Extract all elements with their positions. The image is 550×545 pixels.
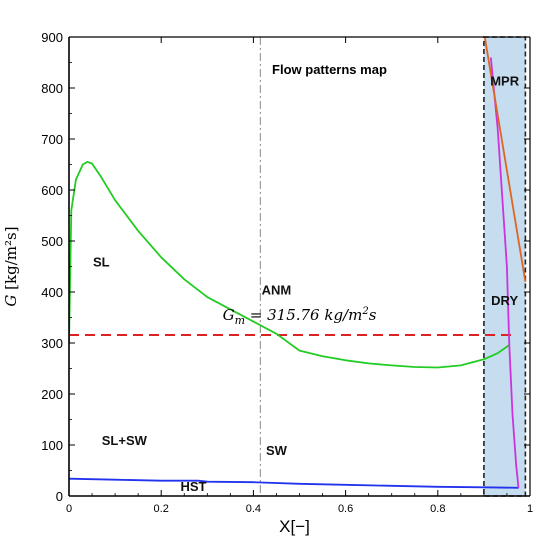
y-tick-label: 800	[41, 81, 63, 96]
x-tick-label: 1	[527, 503, 533, 515]
x-axis-title: X[−]	[279, 517, 310, 536]
y-tick-label: 700	[41, 132, 63, 147]
region-label-mpr: MPR	[490, 73, 520, 88]
gm-annotation-tail: s	[369, 306, 377, 324]
region-label-anm: ANM	[262, 283, 292, 298]
x-tick-label: 0.6	[338, 503, 353, 515]
x-tick-label: 0.2	[154, 503, 169, 515]
gm-annotation-subscript: m	[235, 314, 245, 327]
series-line-4	[483, 37, 527, 282]
y-tick-label: 100	[41, 438, 63, 453]
series-line-1	[69, 161, 510, 369]
y-tick-label: 600	[41, 183, 63, 198]
gm-annotation-symbol: G	[223, 306, 235, 324]
gm-annotation-value: = 315.76 kg/m	[245, 306, 362, 324]
y-axis-title-symbol: G	[2, 290, 20, 307]
y-tick-label: 400	[41, 285, 63, 300]
chart-title: Flow patterns map	[272, 62, 387, 77]
gm-annotation-superscript: 2	[361, 306, 368, 317]
region-label-dry: DRY	[491, 293, 518, 308]
y-tick-label: 200	[41, 387, 63, 402]
y-axis-title-unit: [kg/m²s]	[2, 226, 20, 289]
region-label-sw: SW	[266, 443, 288, 458]
x-tick-label: 0.4	[246, 503, 261, 515]
region-label-sl: SL	[93, 255, 110, 270]
gm-annotation: Gm = 315.76 kg/m2s	[223, 306, 377, 327]
y-tick-label: 300	[41, 336, 63, 351]
y-tick-label: 900	[41, 30, 63, 45]
region-label-hst: HST	[180, 479, 206, 494]
y-axis-title: G [kg/m²s]	[2, 226, 20, 306]
region-label-sl-sw: SL+SW	[102, 433, 148, 448]
shaded-region-rect	[483, 36, 527, 497]
x-tick-label: 0	[66, 503, 72, 515]
series-line-3	[489, 57, 520, 488]
series-line-2	[69, 477, 519, 489]
y-tick-label: 500	[41, 234, 63, 249]
y-tick-label: 0	[56, 489, 63, 504]
x-tick-label: 0.8	[430, 503, 445, 515]
